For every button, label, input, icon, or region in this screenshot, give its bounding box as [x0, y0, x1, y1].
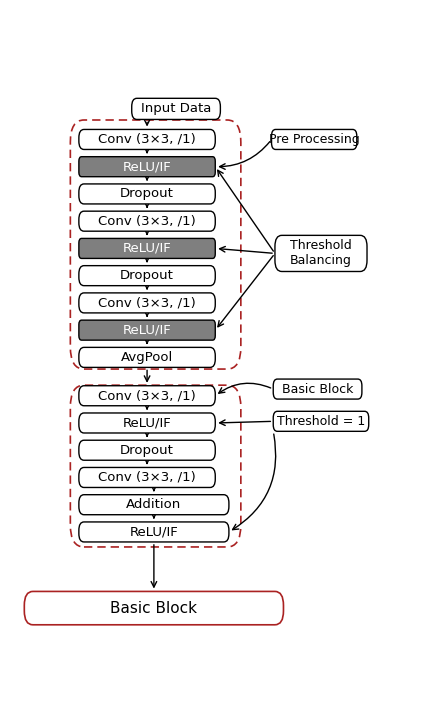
Text: ReLU/IF: ReLU/IF [123, 417, 172, 430]
FancyBboxPatch shape [79, 184, 215, 204]
Text: ReLU/IF: ReLU/IF [129, 526, 178, 539]
Text: Basic Block: Basic Block [110, 601, 198, 616]
Text: ReLU/IF: ReLU/IF [123, 242, 172, 255]
FancyBboxPatch shape [273, 379, 362, 399]
Text: Conv (3×3, /1): Conv (3×3, /1) [98, 471, 196, 484]
Text: Conv (3×3, /1): Conv (3×3, /1) [98, 214, 196, 227]
Text: Addition: Addition [126, 498, 182, 511]
FancyBboxPatch shape [132, 98, 220, 119]
FancyBboxPatch shape [24, 591, 283, 625]
FancyBboxPatch shape [79, 293, 215, 313]
FancyBboxPatch shape [79, 238, 215, 258]
FancyBboxPatch shape [79, 522, 229, 542]
FancyBboxPatch shape [79, 495, 229, 515]
Text: Input Data: Input Data [141, 103, 211, 116]
Text: Conv (3×3, /1): Conv (3×3, /1) [98, 389, 196, 402]
FancyBboxPatch shape [273, 412, 369, 431]
Text: Basic Block: Basic Block [282, 383, 353, 396]
Text: Dropout: Dropout [120, 188, 174, 201]
FancyBboxPatch shape [79, 320, 215, 340]
Text: ReLU/IF: ReLU/IF [123, 160, 172, 173]
Text: Dropout: Dropout [120, 269, 174, 282]
Text: Pre Processing: Pre Processing [269, 133, 359, 146]
FancyBboxPatch shape [79, 413, 215, 433]
Text: Conv (3×3, /1): Conv (3×3, /1) [98, 297, 196, 310]
Text: AvgPool: AvgPool [121, 351, 173, 364]
Text: Dropout: Dropout [120, 444, 174, 457]
Text: Threshold = 1: Threshold = 1 [277, 415, 365, 428]
FancyBboxPatch shape [79, 386, 215, 406]
Text: Conv (3×3, /1): Conv (3×3, /1) [98, 133, 196, 146]
FancyBboxPatch shape [79, 211, 215, 231]
FancyBboxPatch shape [275, 235, 367, 271]
FancyBboxPatch shape [79, 266, 215, 286]
FancyBboxPatch shape [271, 129, 357, 149]
FancyBboxPatch shape [79, 129, 215, 149]
FancyBboxPatch shape [79, 467, 215, 487]
Text: ReLU/IF: ReLU/IF [123, 323, 172, 336]
FancyBboxPatch shape [79, 347, 215, 367]
Text: Threshold
Balancing: Threshold Balancing [290, 240, 352, 267]
FancyBboxPatch shape [79, 440, 215, 460]
FancyBboxPatch shape [79, 157, 215, 177]
